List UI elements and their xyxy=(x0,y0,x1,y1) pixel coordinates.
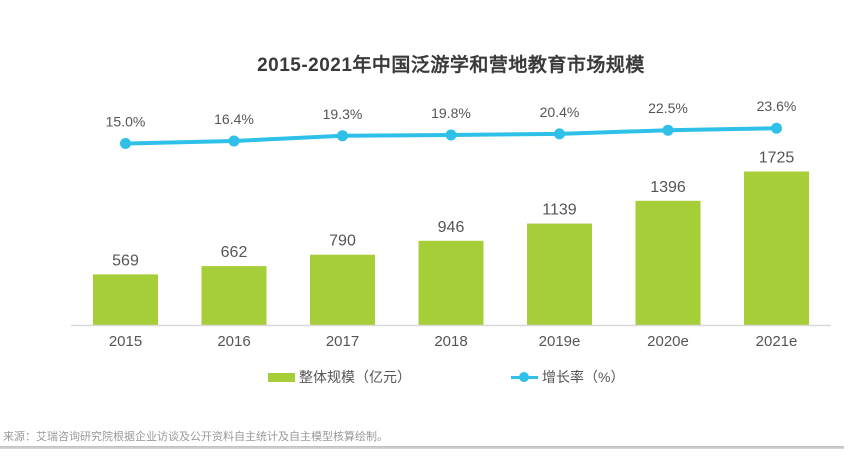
line-series-dot-icon xyxy=(519,372,529,382)
growth-rate-dot-2016 xyxy=(228,135,240,147)
bar-value-label-2020e: 1396 xyxy=(650,179,686,196)
source-note: 来源：艾瑞咨询研究院根据企业访谈及公开资料自主统计及自主模型核算绘制。 xyxy=(3,431,388,443)
bar-2021e xyxy=(744,171,809,325)
legend-item-growth-rate: 增长率（%） xyxy=(511,368,624,386)
bar-value-label-2019e: 1139 xyxy=(542,202,577,219)
bar-value-label-2018: 946 xyxy=(438,219,465,236)
x-tick-label-2019e: 2019e xyxy=(539,333,581,350)
legend-label-market-size: 整体规模（亿元） xyxy=(299,369,411,385)
bar-2020e xyxy=(635,200,701,325)
bar-value-label-2016: 662 xyxy=(221,244,248,261)
bar-value-label-2017: 790 xyxy=(329,233,356,250)
growth-rate-dot-2015 xyxy=(120,138,131,149)
bar-value-label-2021e: 1725 xyxy=(759,150,795,167)
x-tick-label-2020e: 2020e xyxy=(647,333,689,350)
bar-2017 xyxy=(310,254,375,325)
bar-2019e xyxy=(527,223,592,325)
legend-item-market-size: 整体规模（亿元） xyxy=(268,368,411,386)
growth-rate-label-2020e: 22.5% xyxy=(648,100,688,116)
x-tick-label-2018: 2018 xyxy=(434,333,467,350)
bar-value-label-2015: 569 xyxy=(112,252,139,269)
growth-rate-label-2019e: 20.4% xyxy=(540,104,580,120)
x-tick-label-2016: 2016 xyxy=(217,333,250,350)
chart-legend: 整体规模（亿元） 增长率（%） xyxy=(0,368,850,386)
growth-rate-dot-2020e xyxy=(662,124,674,136)
growth-rate-label-2018: 19.8% xyxy=(431,105,471,121)
legend-label-growth-rate: 增长率（%） xyxy=(542,369,625,385)
bar-2015 xyxy=(93,274,158,325)
x-tick-label-2021e: 2021e xyxy=(756,333,798,350)
growth-rate-label-2016: 16.4% xyxy=(214,111,254,127)
bar-2016 xyxy=(201,266,267,325)
growth-rate-dot-2017 xyxy=(337,130,348,142)
chart-title: 2015-2021年中国泛游学和营地教育市场规模 xyxy=(257,55,645,76)
growth-rate-dot-2019e xyxy=(554,128,565,140)
growth-rate-label-2017: 19.3% xyxy=(323,106,363,122)
bar-2018 xyxy=(418,240,484,325)
growth-rate-label-2021e: 23.6% xyxy=(757,98,797,114)
growth-rate-label-2015: 15.0% xyxy=(106,114,146,130)
bar-series-swatch-icon xyxy=(268,372,295,382)
x-tick-label-2017: 2017 xyxy=(326,333,359,350)
growth-rate-dot-2018 xyxy=(445,129,457,141)
x-tick-label-2015: 2015 xyxy=(109,333,142,350)
growth-rate-dot-2021e xyxy=(771,122,782,134)
line-series-swatch-icon xyxy=(511,372,538,382)
bottom-divider xyxy=(0,446,844,449)
